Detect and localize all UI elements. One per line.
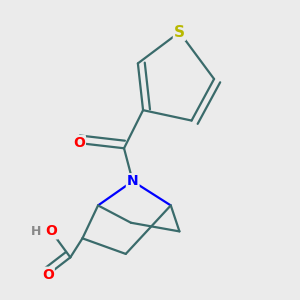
Text: O: O bbox=[42, 268, 54, 282]
Text: S: S bbox=[174, 25, 185, 40]
Text: H: H bbox=[31, 225, 41, 238]
Text: O: O bbox=[73, 136, 85, 150]
Text: O: O bbox=[45, 224, 57, 239]
Text: N: N bbox=[127, 174, 139, 188]
